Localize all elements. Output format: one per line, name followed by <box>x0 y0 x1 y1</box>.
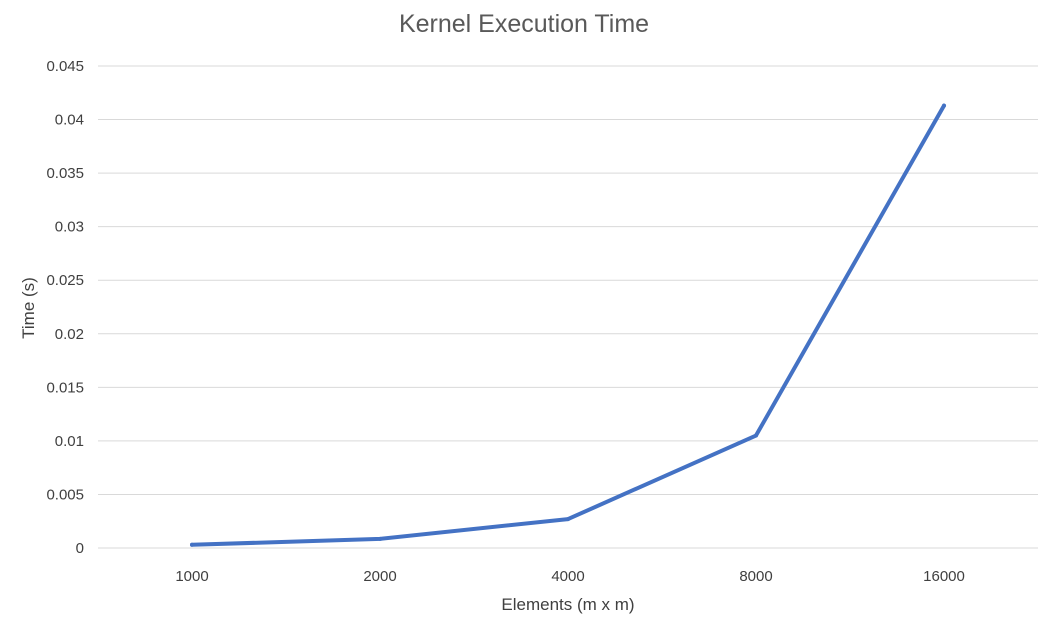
x-tick-label: 8000 <box>739 568 772 585</box>
gridlines <box>98 65 1038 549</box>
x-tick-label: 16000 <box>923 568 965 585</box>
x-axis-ticks: 1000 2000 4000 8000 16000 <box>175 568 965 585</box>
data-point <box>942 103 946 108</box>
y-tick-label: 0.01 <box>55 433 84 450</box>
y-axis-label: Time (s) <box>19 277 38 339</box>
y-tick-label: 0.005 <box>46 486 84 503</box>
data-point <box>754 433 758 438</box>
chart-title: Kernel Execution Time <box>399 10 649 38</box>
data-point <box>190 542 194 547</box>
y-tick-label: 0.015 <box>46 379 84 396</box>
y-tick-label: 0.04 <box>55 112 84 129</box>
y-tick-label: 0.045 <box>46 58 84 75</box>
series-line <box>190 103 946 547</box>
data-point <box>566 517 570 522</box>
y-axis-ticks: 0 0.005 0.01 0.015 0.02 0.025 0.03 0.035 0.04 0.0… <box>46 58 84 557</box>
x-axis-label: Elements (m x m) <box>501 595 634 614</box>
y-tick-label: 0 <box>76 540 84 557</box>
x-tick-label: 1000 <box>175 568 208 585</box>
y-tick-label: 0.02 <box>55 326 84 343</box>
x-tick-label: 2000 <box>363 568 396 585</box>
x-tick-label: 4000 <box>551 568 584 585</box>
y-tick-label: 0.035 <box>46 165 84 182</box>
y-tick-label: 0.025 <box>46 272 84 289</box>
y-tick-label: 0.03 <box>55 219 84 236</box>
series <box>190 103 946 547</box>
data-point <box>378 536 382 541</box>
